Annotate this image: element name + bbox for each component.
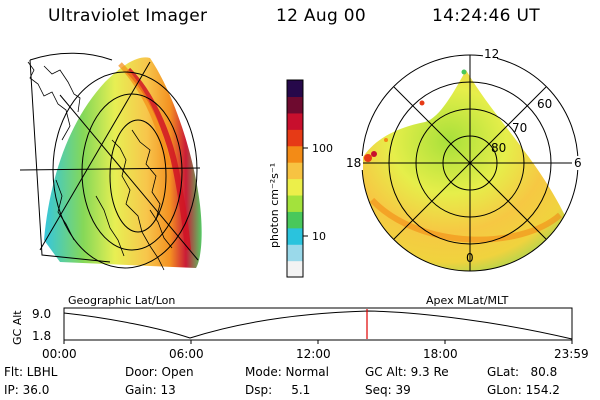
- mode-info: Mode: Normal: [245, 365, 329, 379]
- gain-info: Gain: 13: [125, 383, 176, 397]
- colorbar-unit-label: photon cm⁻²s⁻¹: [268, 163, 281, 248]
- colorbar-swatch: [287, 145, 303, 163]
- glat-info: GLat: 80.8: [487, 365, 558, 379]
- polar-panel: 12 18 6 0 60 70 80 Apex MLat/MLT: [345, 47, 582, 307]
- door-info: Door: Open: [125, 365, 194, 379]
- colorbar-swatch: [287, 260, 303, 278]
- latitude-circle: [109, 119, 167, 233]
- mlt-label-0: 0: [466, 251, 474, 265]
- colorbar-swatch: [287, 162, 303, 180]
- limb-boundary: [29, 52, 113, 61]
- alt-ytick-low: 1.8: [32, 329, 51, 343]
- instrument-title: Ultraviolet Imager: [48, 6, 208, 26]
- colorbar-swatch: [287, 244, 303, 262]
- latitude-circle: [81, 93, 183, 251]
- alt-xtick: 12:00: [296, 347, 331, 361]
- alt-ylabel: GC Alt: [11, 310, 24, 345]
- coastlines: [27, 61, 173, 271]
- longitude-line: [19, 167, 201, 171]
- alt-ytick-high: 9.0: [32, 307, 51, 321]
- mlat-label-70: 70: [512, 121, 527, 135]
- geo-panel-label: Geographic Lat/Lon: [68, 294, 175, 307]
- alt-xtick: 23:59: [554, 347, 589, 361]
- dsp-info: Dsp: 5.1: [245, 383, 311, 397]
- colorbar-swatch: [287, 112, 303, 130]
- ip-info: IP: 36.0: [4, 383, 50, 397]
- colorbar-swatch: [287, 129, 303, 147]
- polar-panel-label: Apex MLat/MLT: [426, 294, 509, 307]
- mlt-label-12: 12: [484, 47, 499, 61]
- colorbar-swatch: [287, 96, 303, 114]
- altitude-plot: 9.0 1.8 GC Alt 00:00 06:00 12:00 18:00 2…: [11, 307, 589, 361]
- colorbar-swatch: [287, 178, 303, 196]
- limb-boundary: [29, 59, 111, 263]
- colorbar-swatch: [287, 211, 303, 229]
- alt-xtick: 06:00: [169, 347, 204, 361]
- filter-info: Flt: LBHL: [4, 365, 58, 379]
- glon-info: GLon: 154.2: [487, 383, 560, 397]
- mlt-line-diag: [393, 86, 547, 240]
- time-label: 14:24:46 UT: [432, 6, 540, 26]
- colorbar: 100 10 photon cm⁻²s⁻¹: [268, 79, 333, 278]
- alt-xtick: 00:00: [42, 347, 77, 361]
- alt-xtick: 18:00: [423, 347, 458, 361]
- mlat-label-60: 60: [537, 97, 552, 111]
- longitude-line: [39, 61, 151, 251]
- aurora-oval-peak: [125, 67, 191, 251]
- colorbar-swatch: [287, 194, 303, 212]
- colorbar-tick-100: 100: [312, 142, 333, 155]
- colorbar-swatch: [287, 227, 303, 245]
- seq-info: Seq: 39: [365, 383, 411, 397]
- geographic-panel: Geographic Lat/Lon: [19, 52, 202, 307]
- date-label: 12 Aug 00: [276, 6, 366, 26]
- mlat-label-80: 80: [491, 141, 506, 155]
- colorbar-tick-10: 10: [312, 230, 326, 243]
- gc-alt-info: GC Alt: 9.3 Re: [365, 365, 449, 379]
- altitude-curve: [63, 310, 573, 340]
- colorbar-swatch: [287, 80, 303, 98]
- longitude-line: [59, 94, 199, 261]
- mlt-label-18: 18: [346, 156, 361, 170]
- mlt-label-6: 6: [574, 156, 582, 170]
